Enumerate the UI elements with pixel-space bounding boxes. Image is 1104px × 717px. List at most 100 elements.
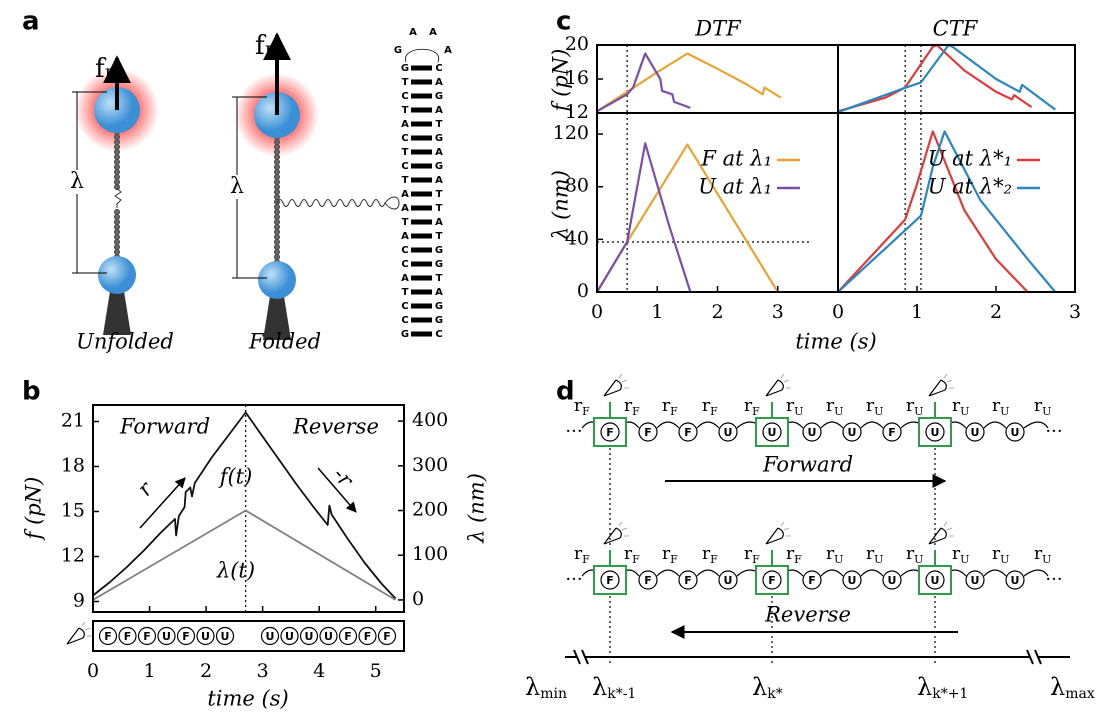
label: rU <box>952 544 969 567</box>
ellipsis: ··· <box>1045 421 1062 442</box>
label-base: r <box>992 544 1001 564</box>
label: rU <box>992 396 1009 419</box>
state-label: U <box>324 630 333 643</box>
caption: Unfolded <box>76 330 174 354</box>
state-circle <box>338 626 358 646</box>
observer-rays <box>81 621 92 637</box>
base: T <box>402 77 409 88</box>
state-circle <box>638 422 658 442</box>
label-base: r <box>906 544 915 564</box>
base: A <box>401 119 409 130</box>
state-circle <box>1005 570 1025 590</box>
label-base: f <box>95 54 107 84</box>
bond <box>411 93 432 99</box>
label-sub: U <box>794 405 803 418</box>
y2-tick-label: 400 <box>412 409 448 431</box>
label: rU <box>906 396 923 419</box>
y-tick-label: 15 <box>61 500 85 522</box>
y2-tick-label: 0 <box>412 588 424 610</box>
label-base: λ <box>525 673 540 701</box>
base: A <box>435 175 443 186</box>
bond <box>411 289 432 295</box>
state-circle <box>137 626 157 646</box>
state-circle <box>260 626 280 646</box>
state-label: U <box>888 574 897 587</box>
label-sub: U <box>960 405 969 418</box>
legend-label: U at λ₁ <box>698 175 772 199</box>
base: G <box>435 315 443 326</box>
state-circle <box>882 422 902 442</box>
legend-label: F at λ₁ <box>700 147 772 171</box>
label: rU <box>866 544 883 567</box>
observer-icon <box>765 527 784 545</box>
tether-bead <box>113 183 121 191</box>
x-tick-label: 3 <box>772 301 784 323</box>
label-sub: F <box>632 405 640 418</box>
state-circle <box>678 422 698 442</box>
label: rF <box>574 544 590 567</box>
state-circle <box>280 626 299 646</box>
base: A <box>401 189 409 200</box>
label-base: f <box>255 31 267 61</box>
base: A <box>435 217 443 228</box>
label: rF <box>624 544 640 567</box>
state-label: U <box>848 574 857 587</box>
base: T <box>436 273 443 284</box>
bond <box>411 275 432 281</box>
label-sub: U <box>1042 553 1051 566</box>
base: A <box>401 231 409 242</box>
label-sub: U <box>1000 405 1009 418</box>
x-tick-label: 0 <box>832 301 844 323</box>
state-label: F <box>182 630 190 643</box>
state-circle <box>638 570 658 590</box>
unfolded-strand <box>114 187 122 208</box>
state-label: F <box>364 630 372 643</box>
link <box>696 421 720 429</box>
state-label: U <box>285 630 294 643</box>
label-sub: U <box>874 553 883 566</box>
label-sub: F <box>670 405 678 418</box>
lambda-axis <box>565 649 1070 665</box>
label: rU <box>952 396 969 419</box>
label-base: r <box>826 544 835 564</box>
subplot-title: DTF <box>694 17 742 41</box>
bond <box>411 135 432 141</box>
x-tick-label: 0 <box>591 301 603 323</box>
base: G <box>401 63 409 74</box>
label: rF <box>662 396 678 419</box>
base: G <box>435 161 443 172</box>
base: T <box>402 105 409 116</box>
base: T <box>436 119 443 130</box>
panel-label: d <box>556 377 575 407</box>
base: A <box>435 105 443 116</box>
bond <box>411 303 432 309</box>
y-tick-label: 40 <box>565 227 589 249</box>
state-circle <box>196 626 215 646</box>
label: λk* <box>752 673 783 703</box>
state-label: U <box>305 630 314 643</box>
state-circle <box>157 626 176 646</box>
x-tick-label: 2 <box>711 301 723 323</box>
annotation: Forward <box>119 415 210 439</box>
label-sub: U <box>914 553 923 566</box>
link <box>696 569 720 577</box>
legend-label: U at λ*₁ <box>928 147 1012 171</box>
observer-rays <box>618 521 629 537</box>
label-base: λ <box>592 673 607 701</box>
label-sub: min <box>540 686 567 702</box>
label: rU <box>826 544 843 567</box>
bond <box>411 121 432 127</box>
state-label: U <box>1011 426 1020 439</box>
state-label: U <box>848 426 857 439</box>
label-base: r <box>702 396 711 416</box>
observer-icon <box>928 527 947 545</box>
series-line <box>596 52 691 113</box>
bond <box>411 331 432 337</box>
bond <box>411 177 432 183</box>
link <box>860 569 884 577</box>
label-sub: U <box>960 553 969 566</box>
label-sub: F <box>710 405 718 418</box>
base: G <box>401 329 409 340</box>
x-tick-label: 1 <box>911 301 923 323</box>
link <box>983 569 1007 577</box>
